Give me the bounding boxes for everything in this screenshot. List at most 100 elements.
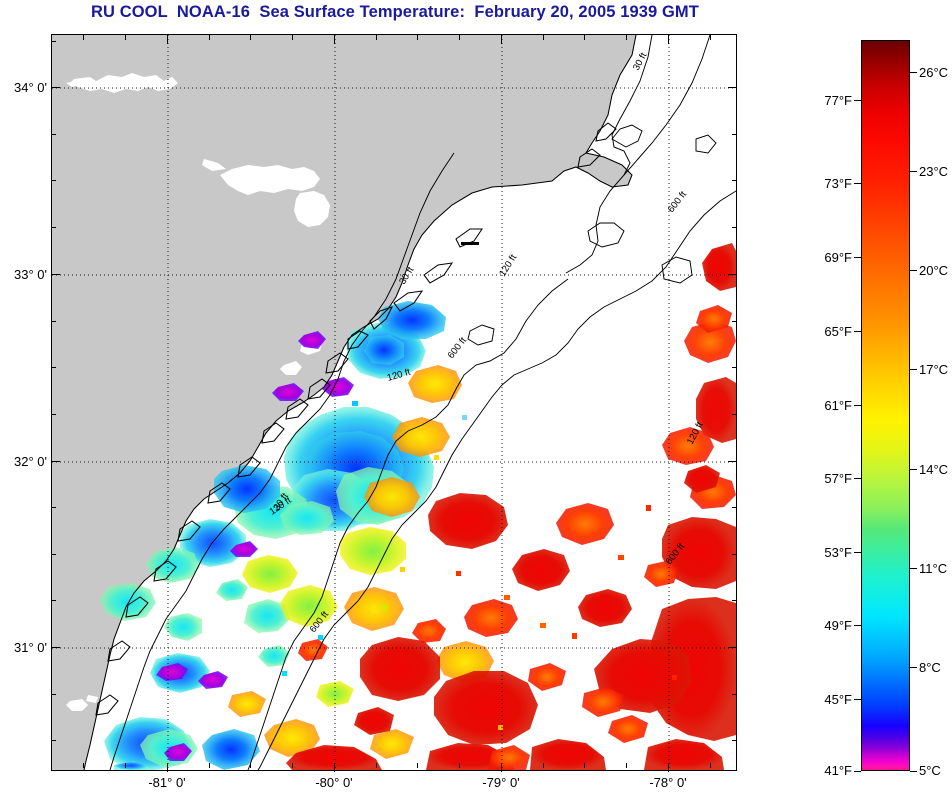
cb-tick-20c <box>910 270 917 271</box>
cb-label-65f-text: 65°F <box>824 324 852 339</box>
x-tick-top-minor-12 <box>710 35 711 40</box>
y-tick-minor-6 <box>51 414 56 415</box>
y-tick-right-minor-6 <box>732 414 737 415</box>
x-tick-top-minor-6 <box>376 35 377 40</box>
y-tick-minor-5 <box>51 367 56 368</box>
cb-label-57f-text: 57°F <box>824 471 852 486</box>
cb-tick-73f <box>854 183 861 184</box>
x-tick-top-minor-8 <box>459 35 460 40</box>
land-mask <box>52 35 636 770</box>
colorbar-gradient <box>862 41 909 770</box>
y-tick-right-minor-1 <box>732 134 737 135</box>
cb-label-53f-text: 53°F <box>824 545 852 560</box>
temperature-colorbar[interactable] <box>861 40 910 771</box>
y-tick-major-31 <box>51 647 60 648</box>
x-tick-minor-6 <box>376 763 377 768</box>
y-tick-right-minor-4 <box>732 321 737 322</box>
cb-tick-77f <box>854 100 861 101</box>
cb-label-14c: 14°C <box>919 462 949 477</box>
x-axis-label-80: -80° 0' <box>315 775 353 790</box>
cb-tick-49f <box>854 625 861 626</box>
y-tick-major-32 <box>51 461 60 462</box>
x-tick-top-minor-10 <box>584 35 585 40</box>
cb-label-8c: 8°C <box>919 660 941 675</box>
cb-tick-65f <box>854 331 861 332</box>
cb-tick-53f <box>854 552 861 553</box>
y-tick-right-minor-8 <box>732 554 737 555</box>
map-canvas: 30 ft 30 ft 30 ft 120 ft 120 ft 120 ft 1… <box>52 35 736 770</box>
cb-tick-11c <box>910 568 917 569</box>
map-marker-bar <box>461 242 479 245</box>
y-tick-right-minor-10 <box>732 694 737 695</box>
x-tick-minor-11 <box>626 763 627 768</box>
x-tick-minor-9 <box>543 763 544 768</box>
y-tick-right-minor-11 <box>732 740 737 741</box>
cb-label-11c: 11°C <box>919 561 948 576</box>
x-tick-top-78 <box>668 35 669 44</box>
x-axis-label-81: -81° 0' <box>148 775 186 790</box>
y-axis-label-32-text: 32° 0' <box>14 454 47 469</box>
x-tick-top-81 <box>167 35 168 44</box>
y-tick-right-33 <box>728 274 737 275</box>
x-tick-top-minor-1 <box>83 35 84 40</box>
x-tick-minor-2 <box>125 763 126 768</box>
cb-label-73f-text: 73°F <box>824 176 852 191</box>
x-tick-minor-3 <box>209 763 210 768</box>
y-axis-label-31-text: 31° 0' <box>14 640 47 655</box>
cb-tick-26c <box>910 72 917 73</box>
y-tick-right-minor-3 <box>732 227 737 228</box>
cb-tick-57f <box>854 478 861 479</box>
x-axis-label-79: -79° 0' <box>482 775 520 790</box>
graticule <box>52 35 736 770</box>
cb-label-20c: 20°C <box>919 263 949 278</box>
y-axis-label-34-text: 34° 0' <box>14 80 47 95</box>
cb-tick-41f <box>854 771 861 772</box>
y-tick-major-34 <box>51 87 60 88</box>
x-tick-top-minor-5 <box>292 35 293 40</box>
cb-tick-17c <box>910 369 917 370</box>
y-tick-minor-3 <box>51 227 56 228</box>
x-tick-top-minor-9 <box>543 35 544 40</box>
y-tick-major-33 <box>51 274 60 275</box>
sst-speckles <box>282 401 677 730</box>
x-tick-top-minor-11 <box>626 35 627 40</box>
sst-map-svg: 30 ft 30 ft 30 ft 120 ft 120 ft 120 ft 1… <box>52 35 736 770</box>
x-tick-minor-10 <box>584 763 585 768</box>
map-plot-area[interactable]: 30 ft 30 ft 30 ft 120 ft 120 ft 120 ft 1… <box>51 34 737 771</box>
cb-label-17c: 17°C <box>919 362 949 377</box>
cb-tick-8c <box>910 667 917 668</box>
y-tick-minor-7 <box>51 507 56 508</box>
x-tick-minor-7 <box>417 763 418 768</box>
cb-label-45f-text: 45°F <box>824 692 852 707</box>
cb-label-77f-text: 77°F <box>824 93 852 108</box>
x-tick-major-80 <box>334 763 335 772</box>
cb-label-5c: 5°C <box>919 763 941 778</box>
x-tick-top-minor-4 <box>250 35 251 40</box>
y-tick-right-minor-5 <box>732 367 737 368</box>
x-tick-top-minor-3 <box>209 35 210 40</box>
x-tick-top-minor-2 <box>125 35 126 40</box>
y-tick-right-minor-7 <box>732 507 737 508</box>
cb-label-69f-text: 69°F <box>824 250 852 265</box>
cb-tick-69f <box>854 257 861 258</box>
bathymetry-contours <box>109 35 736 770</box>
y-tick-minor-4 <box>51 321 56 322</box>
x-tick-minor-12 <box>710 763 711 768</box>
page-title: RU COOL NOAA-16 Sea Surface Temperature:… <box>91 3 699 21</box>
coastline <box>83 35 637 770</box>
cb-label-23c: 23°C <box>919 164 949 179</box>
x-tick-minor-4 <box>250 763 251 768</box>
x-axis-label-78: -78° 0' <box>649 775 687 790</box>
y-axis-label-33-text: 33° 0' <box>14 267 47 282</box>
y-tick-right-minor-2 <box>732 180 737 181</box>
y-tick-minor-8 <box>51 554 56 555</box>
cb-label-41f-text: 41°F <box>824 763 852 778</box>
y-tick-right-31 <box>728 647 737 648</box>
y-tick-minor-1 <box>51 134 56 135</box>
sst-mid-region <box>228 321 736 759</box>
x-tick-minor-5 <box>292 763 293 768</box>
x-tick-major-79 <box>501 763 502 772</box>
cb-label-61f-text: 61°F <box>824 398 852 413</box>
x-tick-major-78 <box>668 763 669 772</box>
y-tick-minor-2 <box>51 180 56 181</box>
